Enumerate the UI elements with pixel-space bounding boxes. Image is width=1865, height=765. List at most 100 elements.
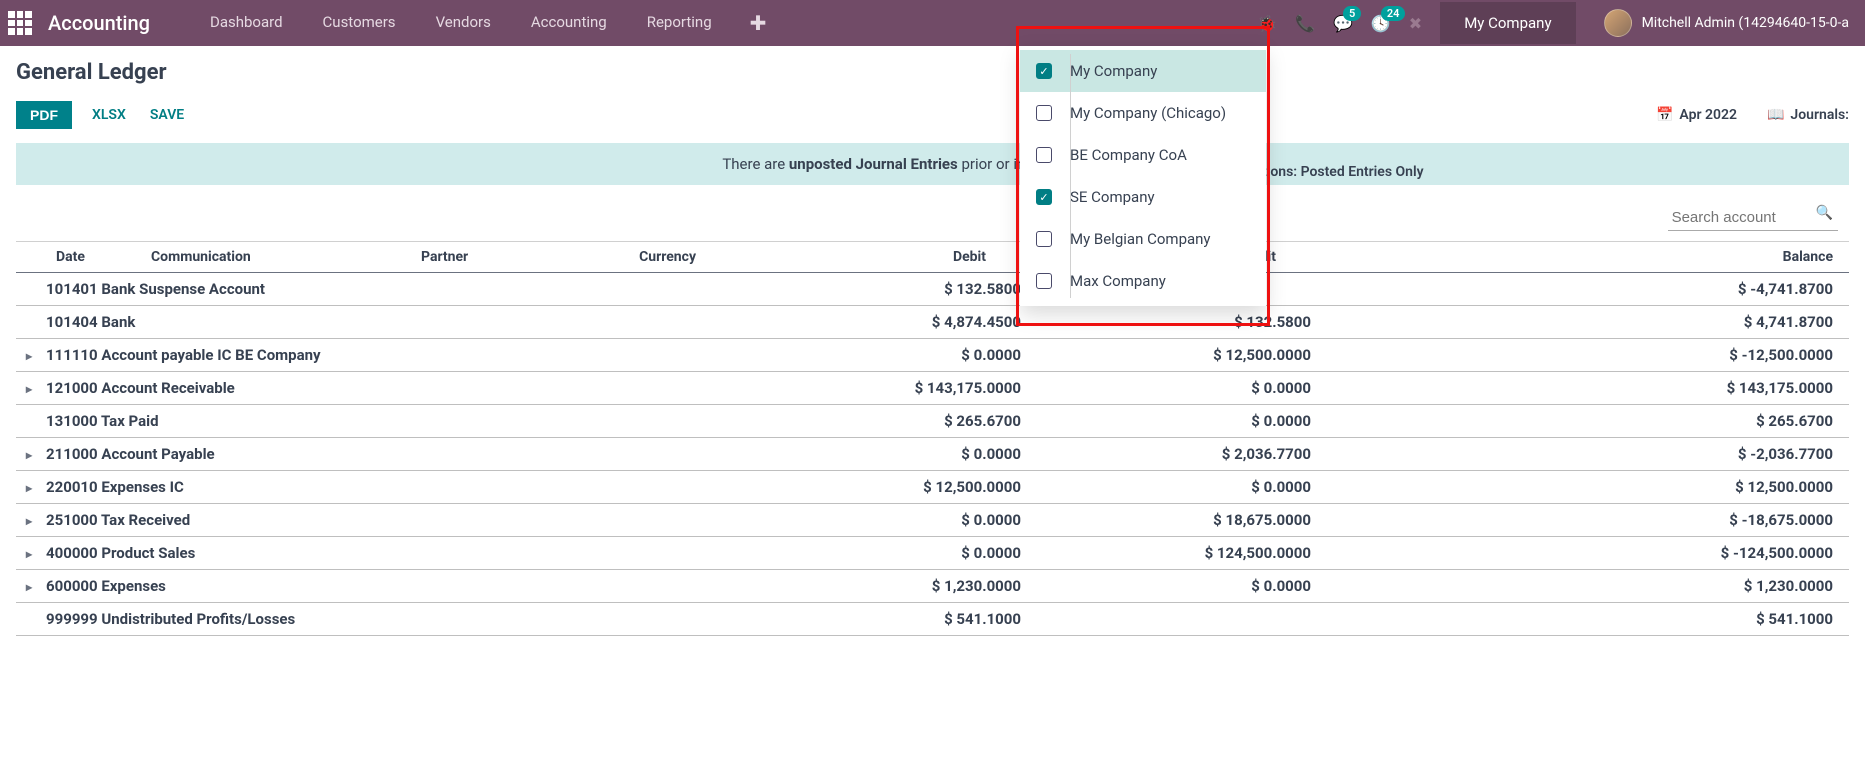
header-communication[interactable]: Communication — [141, 242, 411, 272]
header-currency[interactable]: Currency — [571, 242, 706, 272]
new-icon[interactable]: ✚ — [732, 1, 785, 45]
date-filter[interactable]: 📅 Apr 2022 — [1656, 107, 1737, 123]
journals-label: Journals: — [1790, 107, 1849, 123]
company-option-label: My Company — [1070, 62, 1157, 80]
company-option[interactable]: BE Company CoA — [1020, 134, 1266, 176]
main-nav: Dashboard Customers Vendors Accounting R… — [190, 1, 784, 45]
nav-dashboard[interactable]: Dashboard — [190, 1, 303, 45]
cell-balance: $ -4,741.8700 — [1321, 273, 1849, 305]
company-option[interactable]: Max Company — [1020, 260, 1266, 302]
nav-vendors[interactable]: Vendors — [416, 1, 511, 45]
checkbox-icon[interactable] — [1036, 147, 1052, 163]
pdf-button[interactable]: PDF — [16, 101, 72, 129]
calendar-icon: 📅 — [1656, 107, 1673, 123]
checkbox-icon[interactable] — [1036, 105, 1052, 121]
avatar — [1604, 9, 1632, 37]
date-filter-label: Apr 2022 — [1679, 107, 1737, 123]
cell-debit: $ 12,500.0000 — [741, 471, 1031, 503]
company-option[interactable]: ✓ SE Company — [1020, 176, 1266, 218]
company-option[interactable]: My Belgian Company — [1020, 218, 1266, 260]
table-row[interactable]: 111110 Account payable IC BE Company $ 0.… — [16, 339, 1849, 372]
company-option[interactable]: My Company (Chicago) — [1020, 92, 1266, 134]
account-name: 999999 Undistributed Profits/Losses — [46, 603, 606, 635]
cell-balance: $ 541.1000 — [1321, 603, 1849, 635]
phone-icon[interactable]: 📞 — [1295, 14, 1315, 33]
account-name: 251000 Tax Received — [46, 504, 606, 536]
cell-balance: $ 265.6700 — [1321, 405, 1849, 437]
account-name: 400000 Product Sales — [46, 537, 606, 569]
company-selector[interactable]: My Company — [1440, 2, 1575, 44]
account-name: 101401 Bank Suspense Account — [46, 273, 606, 305]
table-row[interactable]: 400000 Product Sales$ 0.0000$ 124,500.00… — [16, 537, 1849, 570]
table-row[interactable]: 211000 Account Payable$ 0.0000$ 2,036.77… — [16, 438, 1849, 471]
company-option-label: Max Company — [1070, 272, 1166, 290]
header-date[interactable]: Date — [46, 242, 141, 272]
user-menu[interactable]: Mitchell Admin (14294640-15-0-a — [1594, 9, 1849, 37]
ledger-table: Date Communication Partner Currency Debi… — [16, 241, 1849, 636]
messaging-icon[interactable]: 💬5 — [1333, 14, 1353, 33]
account-name: 211000 Account Payable — [46, 438, 606, 470]
table-row[interactable]: 999999 Undistributed Profits/Losses $ 541… — [16, 603, 1849, 636]
tools-icon[interactable]: ✖ — [1409, 14, 1422, 33]
activities-badge: 24 — [1381, 6, 1406, 21]
cell-credit: $ 12,500.0000 — [1031, 339, 1321, 371]
journals-filter[interactable]: 📖 Journals: — [1767, 107, 1849, 123]
cell-debit: $ 541.1000 — [741, 603, 1031, 635]
nav-customers[interactable]: Customers — [303, 1, 416, 45]
search-input[interactable] — [1668, 205, 1838, 231]
company-option-label: SE Company — [1070, 188, 1155, 206]
checkbox-icon[interactable]: ✓ — [1036, 189, 1052, 205]
cell-balance: $ -2,036.7700 — [1321, 438, 1849, 470]
table-row[interactable]: 121000 Account Receivable$ 143,175.0000$… — [16, 372, 1849, 405]
search-icon[interactable]: 🔍 — [1816, 205, 1833, 231]
page: ✓ My Company My Company (Chicago)BE Compan… — [0, 46, 1865, 636]
table-header: Date Communication Partner Currency Debi… — [16, 241, 1849, 273]
checkbox-icon[interactable] — [1036, 273, 1052, 289]
bug-icon[interactable]: 🐞 — [1257, 14, 1277, 33]
cell-balance: $ 143,175.0000 — [1321, 372, 1849, 404]
activities-icon[interactable]: 🕓24 — [1371, 14, 1391, 33]
table-row[interactable]: 101404 Bank$ 4,874.4500$ 132.5800$ 4,741… — [16, 306, 1849, 339]
nav-accounting[interactable]: Accounting — [511, 1, 627, 45]
header-partner[interactable]: Partner — [411, 242, 571, 272]
cell-debit: $ 265.6700 — [741, 405, 1031, 437]
cell-balance: $ 1,230.0000 — [1321, 570, 1849, 602]
cell-balance: $ -18,675.0000 — [1321, 504, 1849, 536]
checkbox-icon[interactable] — [1036, 231, 1052, 247]
cell-debit: $ 132.5800 — [741, 273, 1031, 305]
table-row[interactable]: 600000 Expenses$ 1,230.0000$ 0.0000$ 1,2… — [16, 570, 1849, 603]
cell-credit: $ 0.0000 — [1031, 372, 1321, 404]
nav-reporting[interactable]: Reporting — [627, 1, 732, 45]
company-option-label: My Belgian Company — [1070, 230, 1211, 248]
search-wrap: 🔍 — [16, 205, 1849, 241]
toolbar: PDF XLSX SAVE 📅 Apr 2022 📖 Journals: — [16, 101, 1849, 129]
table-row[interactable]: 131000 Tax Paid$ 265.6700$ 0.0000$ 265.6… — [16, 405, 1849, 438]
account-name: 131000 Tax Paid — [46, 405, 606, 437]
cell-credit: $ 2,036.7700 — [1031, 438, 1321, 470]
save-button[interactable]: SAVE — [146, 101, 188, 129]
cell-credit — [1031, 603, 1321, 635]
checkbox-icon[interactable]: ✓ — [1036, 63, 1052, 79]
cell-debit: $ 0.0000 — [741, 537, 1031, 569]
cell-balance: $ 4,741.8700 — [1321, 306, 1849, 338]
cell-credit: $ 18,675.0000 — [1031, 504, 1321, 536]
xlsx-button[interactable]: XLSX — [88, 101, 130, 129]
cell-debit: $ 0.0000 — [741, 339, 1031, 371]
header-balance[interactable]: Balance — [1286, 242, 1849, 272]
company-option[interactable]: ✓ My Company — [1020, 50, 1266, 92]
table-row[interactable]: 101401 Bank Suspense Account $ 132.5800 $ … — [16, 273, 1849, 306]
apps-icon[interactable] — [8, 11, 32, 35]
header-debit[interactable]: Debit — [706, 242, 996, 272]
account-name: 101404 Bank — [46, 306, 606, 338]
options-filter-tail[interactable]: tions: Posted Entries Only — [1262, 164, 1424, 180]
cell-credit: $ 0.0000 — [1031, 471, 1321, 503]
app-brand[interactable]: Accounting — [48, 11, 150, 35]
account-name: 111110 Account payable IC BE Company — [46, 339, 606, 371]
cell-balance: $ 12,500.0000 — [1321, 471, 1849, 503]
dropdown-divider — [1070, 54, 1071, 298]
table-row[interactable]: 220010 Expenses IC$ 12,500.0000$ 0.0000$… — [16, 471, 1849, 504]
page-title: General Ledger — [16, 60, 1849, 85]
table-row[interactable]: 251000 Tax Received$ 0.0000$ 18,675.0000… — [16, 504, 1849, 537]
cell-debit: $ 1,230.0000 — [741, 570, 1031, 602]
book-icon: 📖 — [1767, 107, 1784, 123]
